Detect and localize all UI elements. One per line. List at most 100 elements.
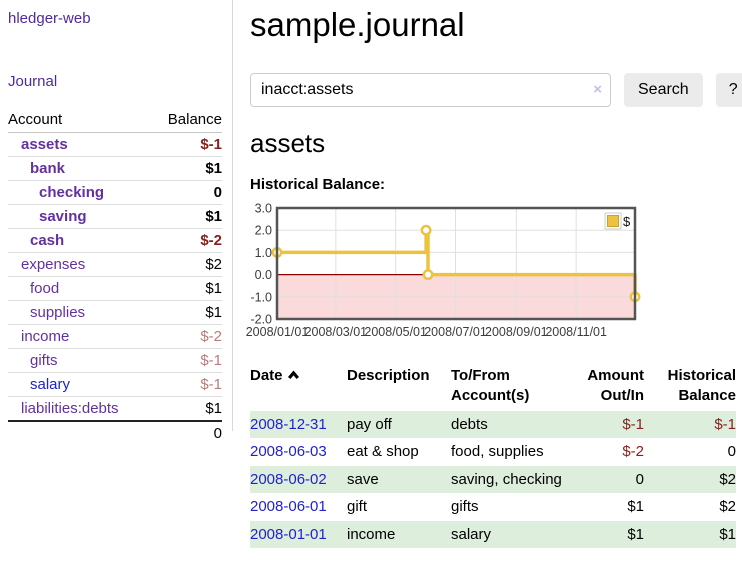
y-axis-tick-label: -2.0 (250, 313, 272, 327)
accounts-total-balance: 0 (151, 420, 222, 445)
register-accounts-cell: saving, checking (451, 465, 564, 493)
register-row: 2008-01-01 income salary $1 $1 (250, 520, 736, 548)
sidebar-item-journal[interactable]: Journal (8, 73, 58, 90)
search-input[interactable] (250, 73, 611, 107)
y-axis-tick-label: 0.0 (255, 268, 272, 282)
register-description-cell: eat & shop (347, 443, 419, 460)
register-date-cell: 2008-06-03 (250, 438, 347, 466)
account-row: expenses $2 (8, 252, 222, 277)
x-axis-tick-label: 2008/03/01 (305, 325, 368, 339)
register-header-date[interactable]: Date (250, 364, 347, 411)
transaction-date-link[interactable]: 2008-06-02 (250, 470, 327, 488)
accounts-header-balance: Balance (151, 108, 222, 133)
x-axis-tick-label: 2008/05/01 (364, 325, 427, 339)
account-name-cell: bank (8, 156, 152, 181)
account-name-cell: supplies (8, 300, 152, 325)
account-link[interactable]: supplies (30, 304, 86, 321)
account-row: checking 0 (8, 180, 222, 205)
account-name-cell: assets (8, 133, 152, 157)
transaction-date-link[interactable]: 2008-12-31 (250, 415, 327, 433)
page-title: sample.journal (250, 6, 465, 43)
account-link[interactable]: bank (30, 160, 66, 177)
register-header-accounts: To/From Account(s) (451, 367, 530, 405)
historical-balance-chart[interactable]: 3.0 2.0 1.0 0.0 -1.0 -2.0 2008/01/01 2008/03/01… (240, 201, 742, 347)
sort-ascending-icon[interactable] (287, 366, 300, 386)
register-description-cell: income (347, 520, 451, 548)
legend-label: $ (623, 214, 631, 229)
accounts-table: Account Balance assets $-1 bank $1 checking 0… (8, 108, 222, 445)
accounts-header-row: Account Balance (8, 108, 222, 133)
y-axis-tick-label: -1.0 (250, 290, 272, 304)
transaction-date-link[interactable]: 2008-06-01 (250, 498, 327, 515)
account-name-cell: saving (8, 204, 152, 229)
register-amount-cell: $1 (627, 498, 644, 515)
account-row: assets $-1 (8, 133, 222, 157)
help-button[interactable]: ? (715, 73, 742, 107)
account-row: gifts $-1 (8, 348, 222, 373)
account-link[interactable]: food (30, 280, 60, 297)
account-link[interactable]: cash (30, 232, 65, 249)
register-header-row: Date Description To/From Account(s) Amou… (250, 364, 736, 411)
main-content: sample.journal × Search ? assets Histori… (246, 0, 742, 548)
account-heading: assets (250, 128, 326, 158)
account-balance: 0 (151, 180, 222, 205)
account-link[interactable]: saving (39, 208, 87, 225)
clear-search-icon[interactable]: × (593, 81, 602, 98)
search-form: × Search ? (250, 73, 742, 107)
transaction-date-link[interactable]: 2008-01-01 (250, 525, 327, 543)
account-link[interactable]: liabilities:debts (21, 400, 119, 417)
account-link[interactable]: assets (21, 136, 68, 153)
search-button[interactable]: Search (624, 73, 703, 107)
account-name-cell: liabilities:debts (8, 396, 152, 421)
register-balance-cell: $2 (644, 465, 736, 493)
account-row: bank $1 (8, 156, 222, 181)
y-axis-tick-label: 1.0 (255, 246, 272, 260)
account-name-cell: gifts (8, 348, 152, 373)
account-link[interactable]: gifts (30, 352, 58, 369)
account-link[interactable]: income (21, 328, 70, 345)
app-brand-link[interactable]: hledger-web (8, 10, 91, 27)
y-axis-tick-label: 2.0 (255, 224, 272, 238)
account-name-cell: expenses (8, 252, 152, 277)
register-amount-cell: $-1 (564, 410, 644, 438)
account-balance: $-2 (151, 324, 222, 349)
register-header-amount: Amount Out/In (587, 367, 644, 405)
account-row: food $1 (8, 276, 222, 301)
register-row: 2008-06-01 gift gifts $1 $2 (250, 493, 736, 521)
register-description-cell: gift (347, 498, 368, 515)
account-row: income $-2 (8, 324, 222, 349)
account-link[interactable]: expenses (21, 256, 86, 273)
account-balance: $-2 (151, 228, 222, 253)
chart-canvas[interactable]: 3.0 2.0 1.0 0.0 -1.0 -2.02008/01/012008/03/01… (240, 201, 650, 347)
register-balance-cell: 0 (727, 443, 736, 460)
account-row: liabilities:debts $1 (8, 396, 222, 421)
register-date-cell: 2008-01-01 (250, 520, 347, 548)
register-amount-cell: $-2 (622, 443, 644, 460)
register-accounts-cell: gifts (451, 498, 479, 515)
register-amount-cell: $1 (564, 520, 644, 548)
account-balance: $1 (151, 300, 222, 325)
account-balance: $1 (151, 156, 222, 181)
register-date-cell: 2008-12-31 (250, 410, 347, 438)
account-link[interactable]: salary (30, 376, 71, 393)
plot-border (275, 206, 637, 321)
register-amount-cell: 0 (564, 465, 644, 493)
account-name-cell: food (8, 276, 152, 301)
account-balance: $1 (151, 204, 222, 229)
account-balance: $1 (151, 276, 222, 301)
register-accounts-cell: food, supplies (451, 443, 544, 460)
x-axis-tick-label: 2008/09/01 (485, 325, 548, 339)
transaction-date-link[interactable]: 2008-06-03 (250, 443, 327, 460)
account-row: supplies $1 (8, 300, 222, 325)
accounts-header-account: Account (8, 108, 152, 133)
x-axis-tick-label: 2008/01/01 (246, 325, 309, 339)
account-balance: $-1 (200, 136, 222, 153)
register-balance-cell: $2 (719, 498, 736, 515)
register-header-date-label: Date (250, 367, 283, 384)
account-link[interactable]: checking (39, 184, 105, 201)
account-row: salary $-1 (8, 372, 222, 397)
account-balance: $2 (151, 252, 222, 277)
register-accounts-cell: salary (451, 520, 564, 548)
x-axis-tick-label: 2008/11/01 (545, 325, 607, 339)
account-balance: $1 (151, 396, 222, 421)
